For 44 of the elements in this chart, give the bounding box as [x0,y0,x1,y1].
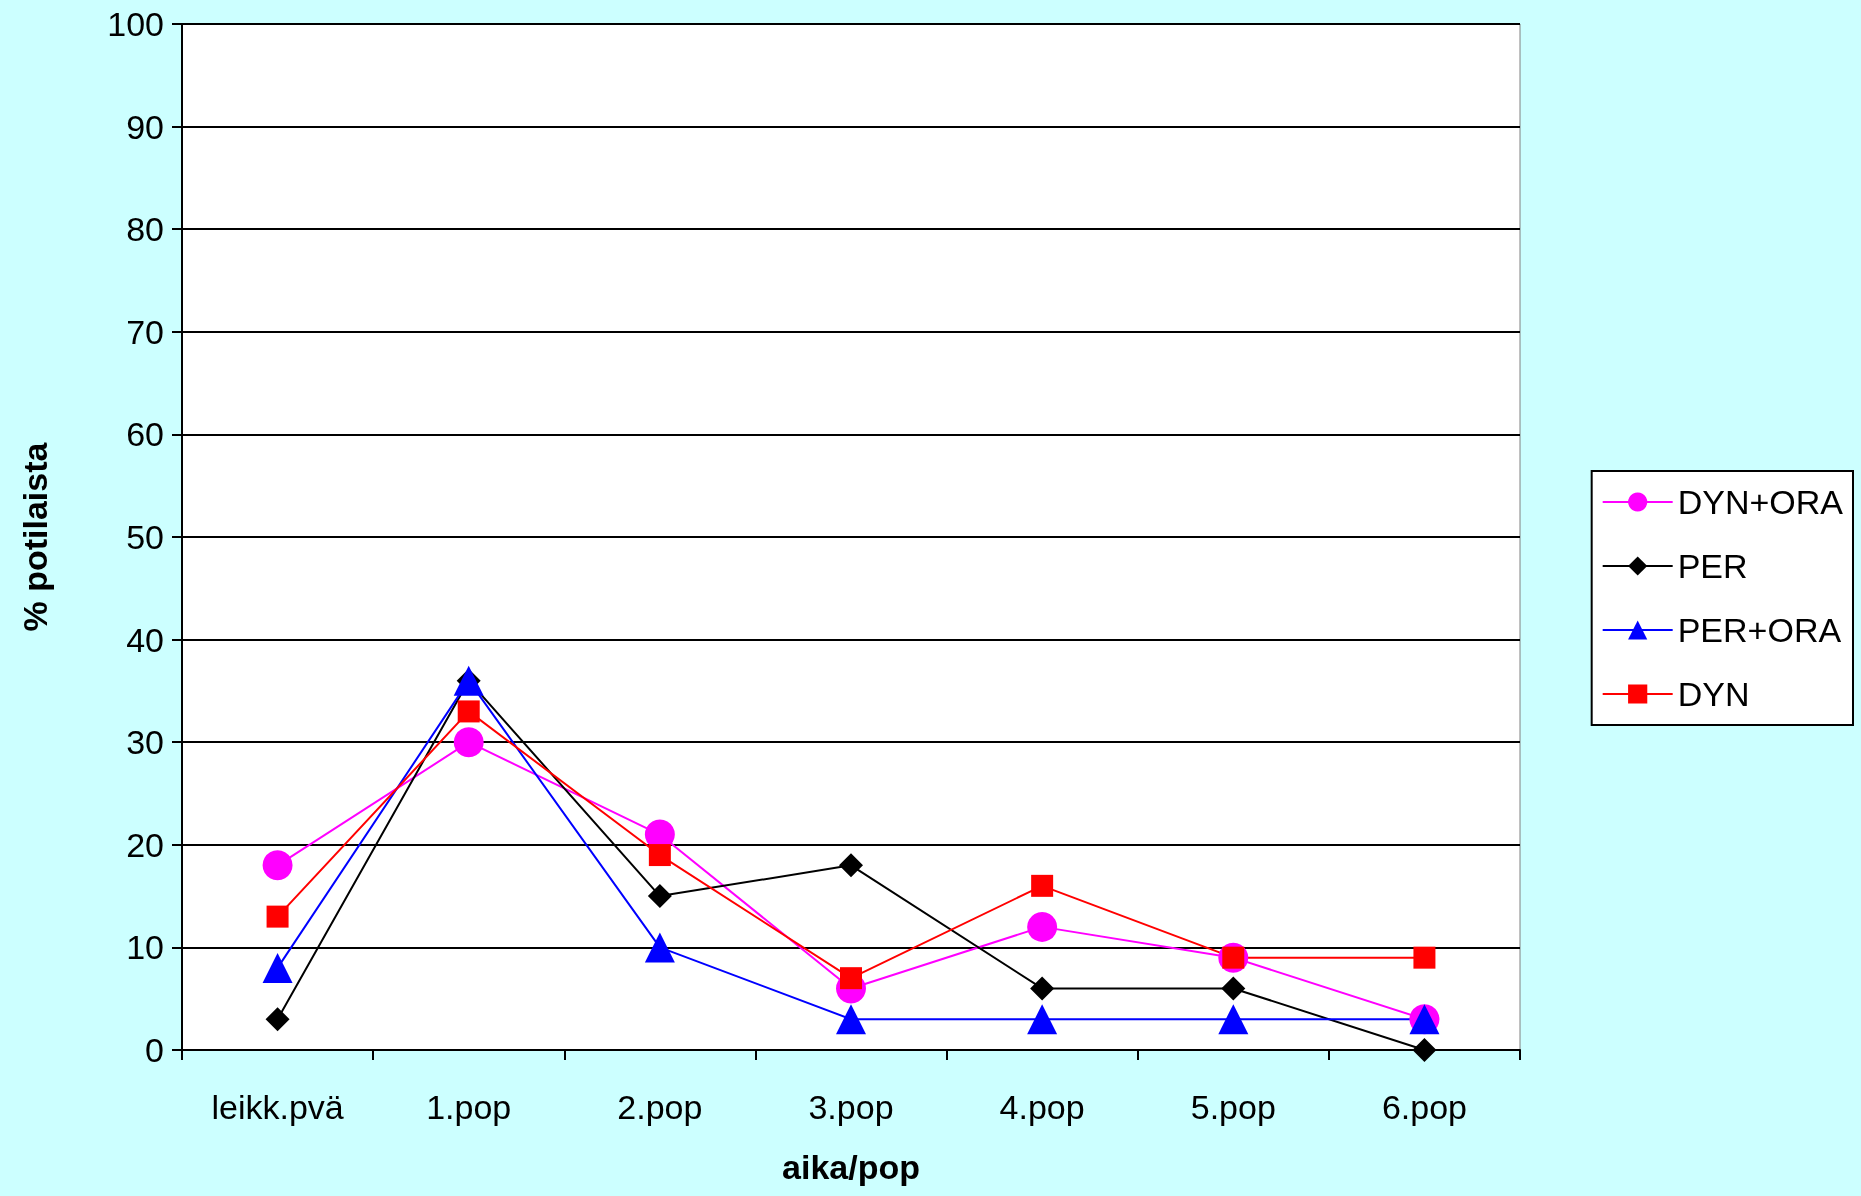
y-tick-label: 80 [126,210,164,249]
point [839,853,863,878]
point [453,727,484,758]
point [1027,911,1058,942]
y-tick-label: 100 [107,5,164,43]
x-tick-label: 4.pop [999,1088,1085,1126]
x-tick-label: leikk.pvä [211,1088,344,1126]
legend-label: PER+ORA [1677,611,1842,649]
point [1027,1004,1058,1035]
point [836,1004,866,1035]
y-tick-label: 60 [126,415,164,454]
point [1030,976,1055,1001]
y-tick-label: 50 [126,518,164,556]
point [457,700,480,723]
legend-label: DYN [1677,675,1750,713]
y-tick-label: 30 [126,723,164,762]
point [647,884,672,909]
point [1218,1004,1249,1035]
x-tick-label: 3.pop [808,1088,894,1126]
x-tick-label: 2.pop [617,1088,703,1126]
point [1413,946,1436,969]
x-tick-label: 1.pop [426,1088,512,1126]
point [262,952,293,983]
point [840,967,862,990]
y-tick-label: 20 [126,825,164,864]
y-tick-label: 40 [126,620,164,659]
y-axis-title: % potilaista [16,441,54,632]
legend-label: PER [1677,547,1748,585]
y-tick-label: 10 [126,928,164,967]
point [644,932,675,963]
point [1412,1038,1437,1062]
point [265,1007,290,1032]
y-tick-label: 0 [145,1031,164,1069]
point [262,850,293,881]
y-tick-label: 90 [126,107,164,146]
x-axis-title: aika/pop [782,1148,920,1186]
x-tick-label: 6.pop [1381,1088,1467,1126]
y-tick-label: 70 [126,312,164,351]
point [1221,976,1246,1001]
point [648,844,671,867]
point [266,905,289,928]
legend-label: DYN+ORA [1677,483,1844,521]
x-tick-label: 5.pop [1190,1088,1276,1126]
point [1031,874,1054,897]
